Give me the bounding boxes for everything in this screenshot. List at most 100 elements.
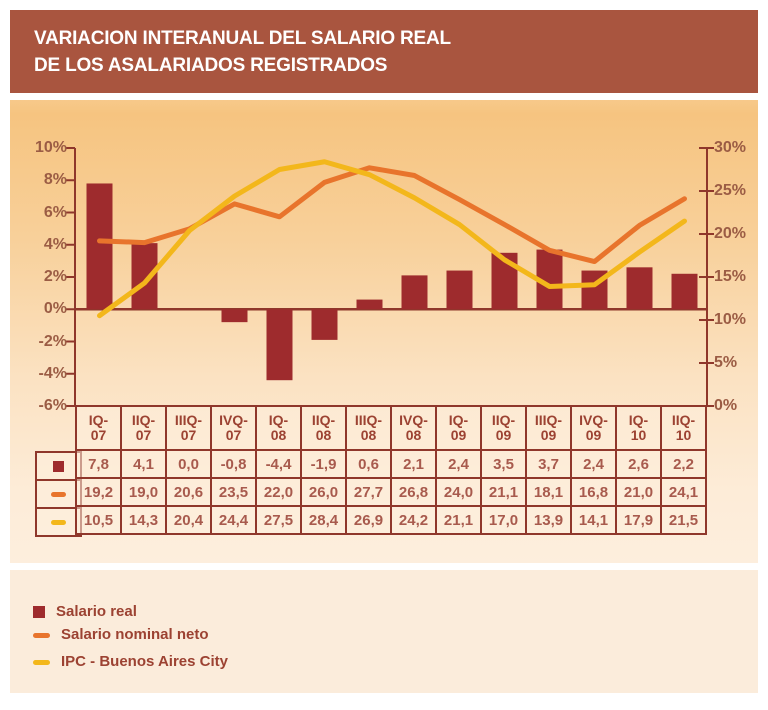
table-header-cell: IVQ- 09: [570, 405, 617, 451]
bar-IQ-08: [266, 309, 293, 381]
table-value-cell: 24,0: [435, 477, 482, 507]
table-value-cell: 17,0: [480, 505, 527, 535]
left-axis-tick-label: 4%: [43, 235, 67, 253]
series-key-cell: [35, 451, 82, 481]
table-value-cell: 10,5: [75, 505, 122, 535]
legend-label: Salario real: [56, 603, 137, 620]
left-axis-tick-label: 6%: [43, 203, 67, 221]
key-table: [35, 451, 82, 537]
legend-item-salario-nominal: Salario nominal neto: [33, 626, 209, 644]
right-axis-tick-label: 20%: [714, 225, 747, 242]
table-value-cell: 21,0: [615, 477, 662, 507]
table-value-cell: 3,5: [480, 449, 527, 479]
table-value-cell: 26,0: [300, 477, 347, 507]
table-value-cell: 24,2: [390, 505, 437, 535]
table-value-cell: 2,4: [435, 449, 482, 479]
table-value-cell: 20,6: [165, 477, 212, 507]
table-header-cell: IIIQ- 07: [165, 405, 212, 451]
table-value-cell: 20,4: [165, 505, 212, 535]
combo-chart-canvas: [66, 147, 714, 407]
data-table: IQ- 07 IIQ- 07 IIIQ- 07 IVQ- 07 IQ- 08 IIQ- 08 IIIQ-…: [75, 405, 707, 535]
table-value-cell: 14,1: [570, 505, 617, 535]
table-value-cell: 24,4: [210, 505, 257, 535]
table-value-cell: 22,0: [255, 477, 302, 507]
table-value-cell: 28,4: [300, 505, 347, 535]
left-axis-tick-label: 10%: [34, 139, 67, 156]
table-header-cell: IQ- 07: [75, 405, 122, 451]
table-value-cell: 2,4: [570, 449, 617, 479]
right-axis-tick-label: 10%: [714, 311, 747, 328]
chart-title-line1: VARIACION INTERANUAL DEL SALARIO REAL: [34, 28, 451, 49]
table-value-cell: 27,5: [255, 505, 302, 535]
legend-label: Salario nominal neto: [61, 626, 209, 643]
legend-label: IPC - Buenos Aires City: [61, 653, 228, 670]
right-axis-tick-label: 15%: [714, 268, 747, 285]
table-value-cell: 0,6: [345, 449, 392, 479]
chart-title-line2: DE LOS ASALARIADOS REGISTRADOS: [34, 55, 388, 76]
line-swatch-icon: [51, 492, 66, 498]
table-value-cell: 26,9: [345, 505, 392, 535]
series-key-cell: [35, 507, 82, 537]
table-row: 7,8 4,1 0,0 -0,8 -4,4 -1,9 0,6 2,1 2,4 3,5 3,7 2,4 2…: [75, 449, 707, 479]
table-header-cell: IIIQ- 08: [345, 405, 392, 451]
table-value-cell: 27,7: [345, 477, 392, 507]
table-header-cell: IQ- 08: [255, 405, 302, 451]
chart-title-bar: VARIACION INTERANUAL DEL SALARIO REAL DE…: [10, 10, 758, 93]
table-header-cell: IVQ- 07: [210, 405, 257, 451]
line-series-salario-nominal-neto: [97, 165, 687, 265]
nominal-line-swatch-icon: [33, 632, 50, 638]
table-value-cell: 4,1: [120, 449, 167, 479]
table-value-cell: 16,8: [570, 477, 617, 507]
bar-IIIQ-08: [356, 299, 383, 310]
table-header-cell: IIQ- 08: [300, 405, 347, 451]
table-header-cell: IIQ- 09: [480, 405, 527, 451]
right-axis-tick-label: 5%: [714, 354, 738, 371]
table-value-cell: 19,0: [120, 477, 167, 507]
left-axis-tick-label: -6%: [38, 397, 67, 414]
table-value-cell: 2,1: [390, 449, 437, 479]
right-axis-tick-label: 25%: [714, 182, 747, 199]
table-value-cell: 17,9: [615, 505, 662, 535]
table-value-cell: 24,1: [660, 477, 707, 507]
series-key-cell: [35, 479, 82, 509]
table-header-cell: IIIQ- 09: [525, 405, 572, 451]
bar-swatch-icon: [53, 461, 64, 473]
table-header-cell: IQ- 10: [615, 405, 662, 451]
table-value-cell: 2,6: [615, 449, 662, 479]
bar-IVQ-08: [401, 275, 428, 310]
left-axis-tick-label: 0%: [43, 300, 67, 318]
table-value-cell: 0,0: [165, 449, 212, 479]
bar-IQ-09: [446, 270, 473, 310]
left-axis-tick-label: 2%: [43, 268, 67, 285]
right-axis-tick-label: 30%: [714, 139, 747, 156]
table-value-cell: 3,7: [525, 449, 572, 479]
line-series-ipc-buenos-aires-city: [97, 159, 687, 319]
table-value-cell: 13,9: [525, 505, 572, 535]
table-value-cell: 21,1: [435, 505, 482, 535]
table-value-cell: 19,2: [75, 477, 122, 507]
table-value-cell: 18,1: [525, 477, 572, 507]
table-value-cell: 14,3: [120, 505, 167, 535]
line-swatch-icon: [51, 520, 66, 526]
bar-series-swatch-icon: [33, 606, 45, 618]
right-axis-tick-label: 0%: [714, 397, 738, 414]
table-value-cell: 21,1: [480, 477, 527, 507]
legend-item-salario-real: Salario real: [33, 603, 137, 621]
table-header-cell: IIQ- 10: [660, 405, 707, 451]
table-value-cell: -4,4: [255, 449, 302, 479]
chart-panel: 10% 8% 6% 4% 2% 0% -2% -4% -6% 30% 25% 20% 15% 10% 5%…: [10, 100, 758, 563]
bar-IIQ-10: [671, 273, 698, 310]
bar-IVQ-07: [221, 309, 248, 323]
table-header-cell: IVQ- 08: [390, 405, 437, 451]
legend: Salario real Salario nominal neto IPC - …: [10, 570, 758, 693]
table-value-cell: 23,5: [210, 477, 257, 507]
table-value-cell: -0,8: [210, 449, 257, 479]
left-axis-tick-label: -4%: [38, 364, 67, 382]
bar-IQ-10: [626, 267, 653, 310]
chart-value-table: IQ- 07 IIQ- 07 IIIQ- 07 IVQ- 07 IQ- 08 IIQ- 08 IIIQ-…: [75, 405, 707, 535]
table-value-cell: 2,2: [660, 449, 707, 479]
left-axis-tick-label: 8%: [43, 171, 67, 189]
table-value-cell: 21,5: [660, 505, 707, 535]
bar-IIQ-08: [311, 309, 338, 340]
